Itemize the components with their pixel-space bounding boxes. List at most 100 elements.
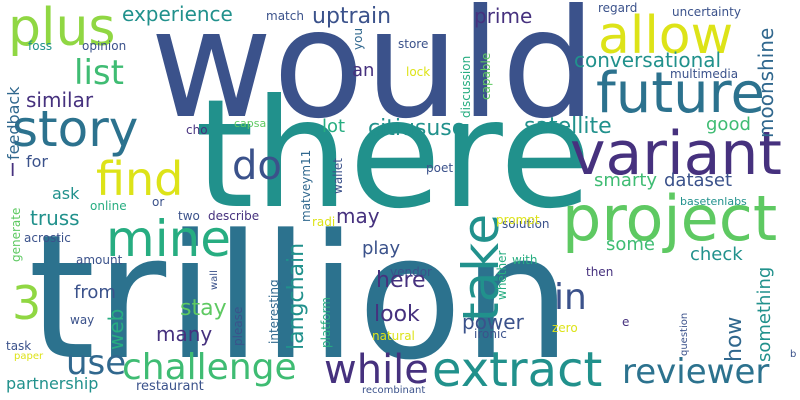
word-good: good	[706, 114, 751, 135]
word-conversational: conversational	[574, 48, 722, 72]
word-an: an	[352, 60, 375, 81]
word-dataset: dataset	[664, 170, 733, 191]
word-here: here	[376, 268, 426, 293]
word-experience: experience	[122, 2, 233, 26]
word-radi: radi	[312, 215, 336, 229]
word-question: question	[679, 312, 690, 356]
word-interesting: interesting	[267, 279, 281, 344]
word-natural: natural	[372, 329, 415, 343]
word-match: match	[266, 9, 304, 23]
word-extract: extract	[432, 342, 603, 398]
word-solution: solution	[502, 217, 550, 231]
word-wall: wall	[209, 270, 220, 290]
word-two: two	[178, 209, 200, 223]
word-restaurant: restaurant	[136, 379, 204, 394]
word-vendor: vendor	[390, 265, 432, 279]
word-langchain: langchain	[284, 242, 309, 350]
word-challenge: challenge	[122, 347, 297, 388]
word-similar: similar	[26, 88, 94, 112]
word-lock: lock	[406, 65, 431, 79]
word-future: future	[596, 61, 765, 126]
word-for: for	[26, 152, 48, 171]
word-something: something	[754, 266, 775, 362]
word-uptrain: uptrain	[312, 4, 392, 29]
word-smarty: smarty	[594, 170, 658, 191]
word-prompt: prompt	[496, 213, 540, 227]
word-with: with	[512, 253, 538, 267]
word-how: how	[722, 316, 747, 362]
word-while: while	[324, 347, 429, 393]
word-there: there	[195, 68, 592, 242]
word-in: in	[554, 277, 587, 318]
word-mine: mine	[106, 210, 232, 268]
word-b: b	[790, 349, 797, 360]
word-some: some	[606, 234, 655, 255]
word-many: many	[156, 322, 213, 346]
word-paper: paper	[14, 351, 44, 362]
word-basetenlabs: basetenlabs	[680, 195, 747, 208]
word-please: please	[231, 306, 245, 346]
word-truss: truss	[30, 206, 80, 230]
word-multimedia: multimedia	[670, 67, 739, 81]
word-whether: whether	[495, 250, 509, 300]
word-ironic: ironic	[474, 327, 507, 341]
word-generate: generate	[9, 207, 23, 262]
word-citiususc: citiususc	[368, 116, 464, 141]
word-web: web	[104, 308, 128, 350]
word-foss: foss	[28, 39, 53, 53]
word-story: story	[12, 100, 139, 158]
word-matveym11: matveym11	[299, 149, 313, 222]
word-uncertainty: uncertainty	[672, 5, 741, 19]
word-prime: prime	[474, 4, 533, 28]
word-lot: lot	[322, 116, 346, 137]
word-recombinant: recombinant	[362, 385, 426, 396]
word-use: use	[66, 343, 127, 383]
word-regard: regard	[598, 1, 638, 15]
word-partnership: partnership	[6, 374, 99, 393]
word-satellite: satellite	[524, 114, 612, 139]
word-wallet: wallet	[331, 158, 345, 194]
word-power: power	[462, 310, 524, 334]
word-may: may	[336, 204, 380, 228]
word-find: find	[96, 152, 184, 206]
word-capable: capable	[479, 52, 493, 100]
word-moonshine: moonshine	[754, 27, 778, 138]
word-plus: plus	[8, 0, 116, 58]
word-list: list	[74, 53, 124, 93]
word-store: store	[398, 37, 429, 51]
word-I: I	[10, 160, 16, 181]
word-project: project	[562, 182, 778, 255]
word-reviewer: reviewer	[622, 352, 770, 392]
word-platform: platform	[319, 297, 333, 348]
word-amount: amount	[76, 253, 123, 267]
word-e: e	[622, 315, 630, 329]
word-you: you	[351, 27, 365, 50]
word-variant: variant	[570, 119, 782, 189]
word-discussion: discussion	[459, 55, 473, 118]
word-from: from	[74, 282, 116, 303]
word-zero: zero	[552, 321, 578, 335]
word-feedback: feedback	[4, 86, 23, 161]
word-trillion: trillion	[28, 197, 572, 398]
word-would: would	[150, 0, 597, 152]
word-check: check	[690, 244, 743, 265]
word-capsa: capsa	[234, 117, 267, 130]
word-stay: stay	[180, 296, 227, 321]
word-way: way	[70, 313, 95, 327]
word-then: then	[586, 265, 614, 279]
word-ask: ask	[52, 184, 80, 203]
word-task: task	[6, 339, 32, 353]
word-or: or	[152, 195, 165, 209]
word-cho: cho	[186, 123, 208, 137]
word-opinion: opinion	[82, 39, 127, 53]
word-do: do	[232, 143, 282, 189]
word-3: 3	[12, 276, 42, 330]
word-allow: allow	[598, 6, 734, 66]
word-describe: describe	[208, 209, 260, 223]
word-online: online	[90, 199, 127, 213]
word-look: look	[374, 302, 420, 327]
word-play: play	[362, 238, 401, 259]
word-poet: poet	[426, 161, 454, 175]
word-acrostic: acrostic	[24, 231, 71, 245]
